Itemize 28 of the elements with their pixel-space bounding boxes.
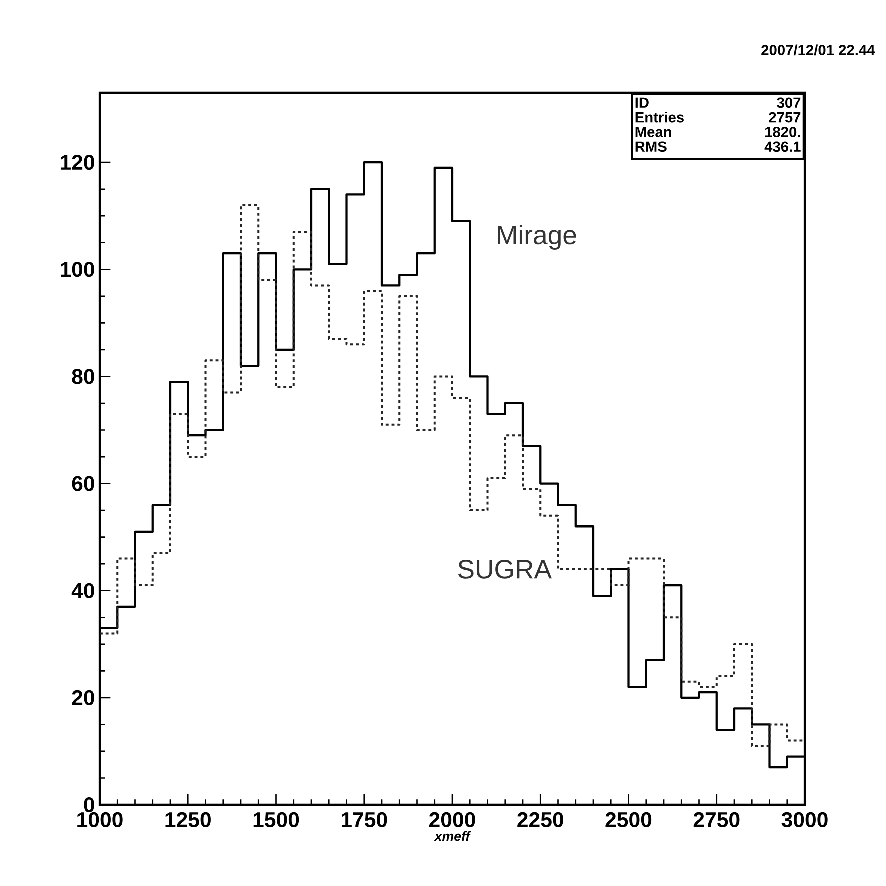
x-tick-label: 1750 (342, 812, 388, 828)
annotation: Mean (636, 127, 672, 138)
x-tick-label: 1000 (78, 812, 123, 828)
x-tick-label: 2000 (430, 812, 476, 828)
y-tick-label: 0 (84, 797, 94, 813)
text: 2007/12/01 22.44 (762, 44, 876, 56)
series-label: SUGRA (458, 560, 552, 579)
y-tick-label: 80 (72, 369, 94, 384)
annotation: ID (636, 98, 649, 108)
x-tick-label: 2500 (606, 812, 652, 828)
y-tick-label: 120 (61, 155, 94, 170)
annotation: RMS (636, 142, 667, 152)
series-label: Mirage (498, 225, 576, 250)
x-tick-label: 3000 (782, 812, 828, 828)
y-tick-label: 20 (72, 690, 94, 706)
x-tick-label: 2750 (694, 812, 740, 828)
annotation: Entries (636, 112, 684, 123)
annotation: 436.1 (764, 142, 801, 152)
x-tick-label: 2250 (518, 812, 564, 828)
annotation: 2757 (769, 112, 801, 123)
x-axis-title: xmeff (434, 831, 472, 842)
y-tick-label: 40 (72, 583, 94, 598)
y-tick-label: 100 (61, 262, 94, 278)
annotation: 307 (777, 98, 801, 108)
y-tick-label: 60 (72, 476, 94, 492)
x-tick-label: 1500 (254, 812, 300, 828)
annotation: 1820. (765, 127, 800, 138)
x-tick-label: 1250 (166, 812, 211, 828)
